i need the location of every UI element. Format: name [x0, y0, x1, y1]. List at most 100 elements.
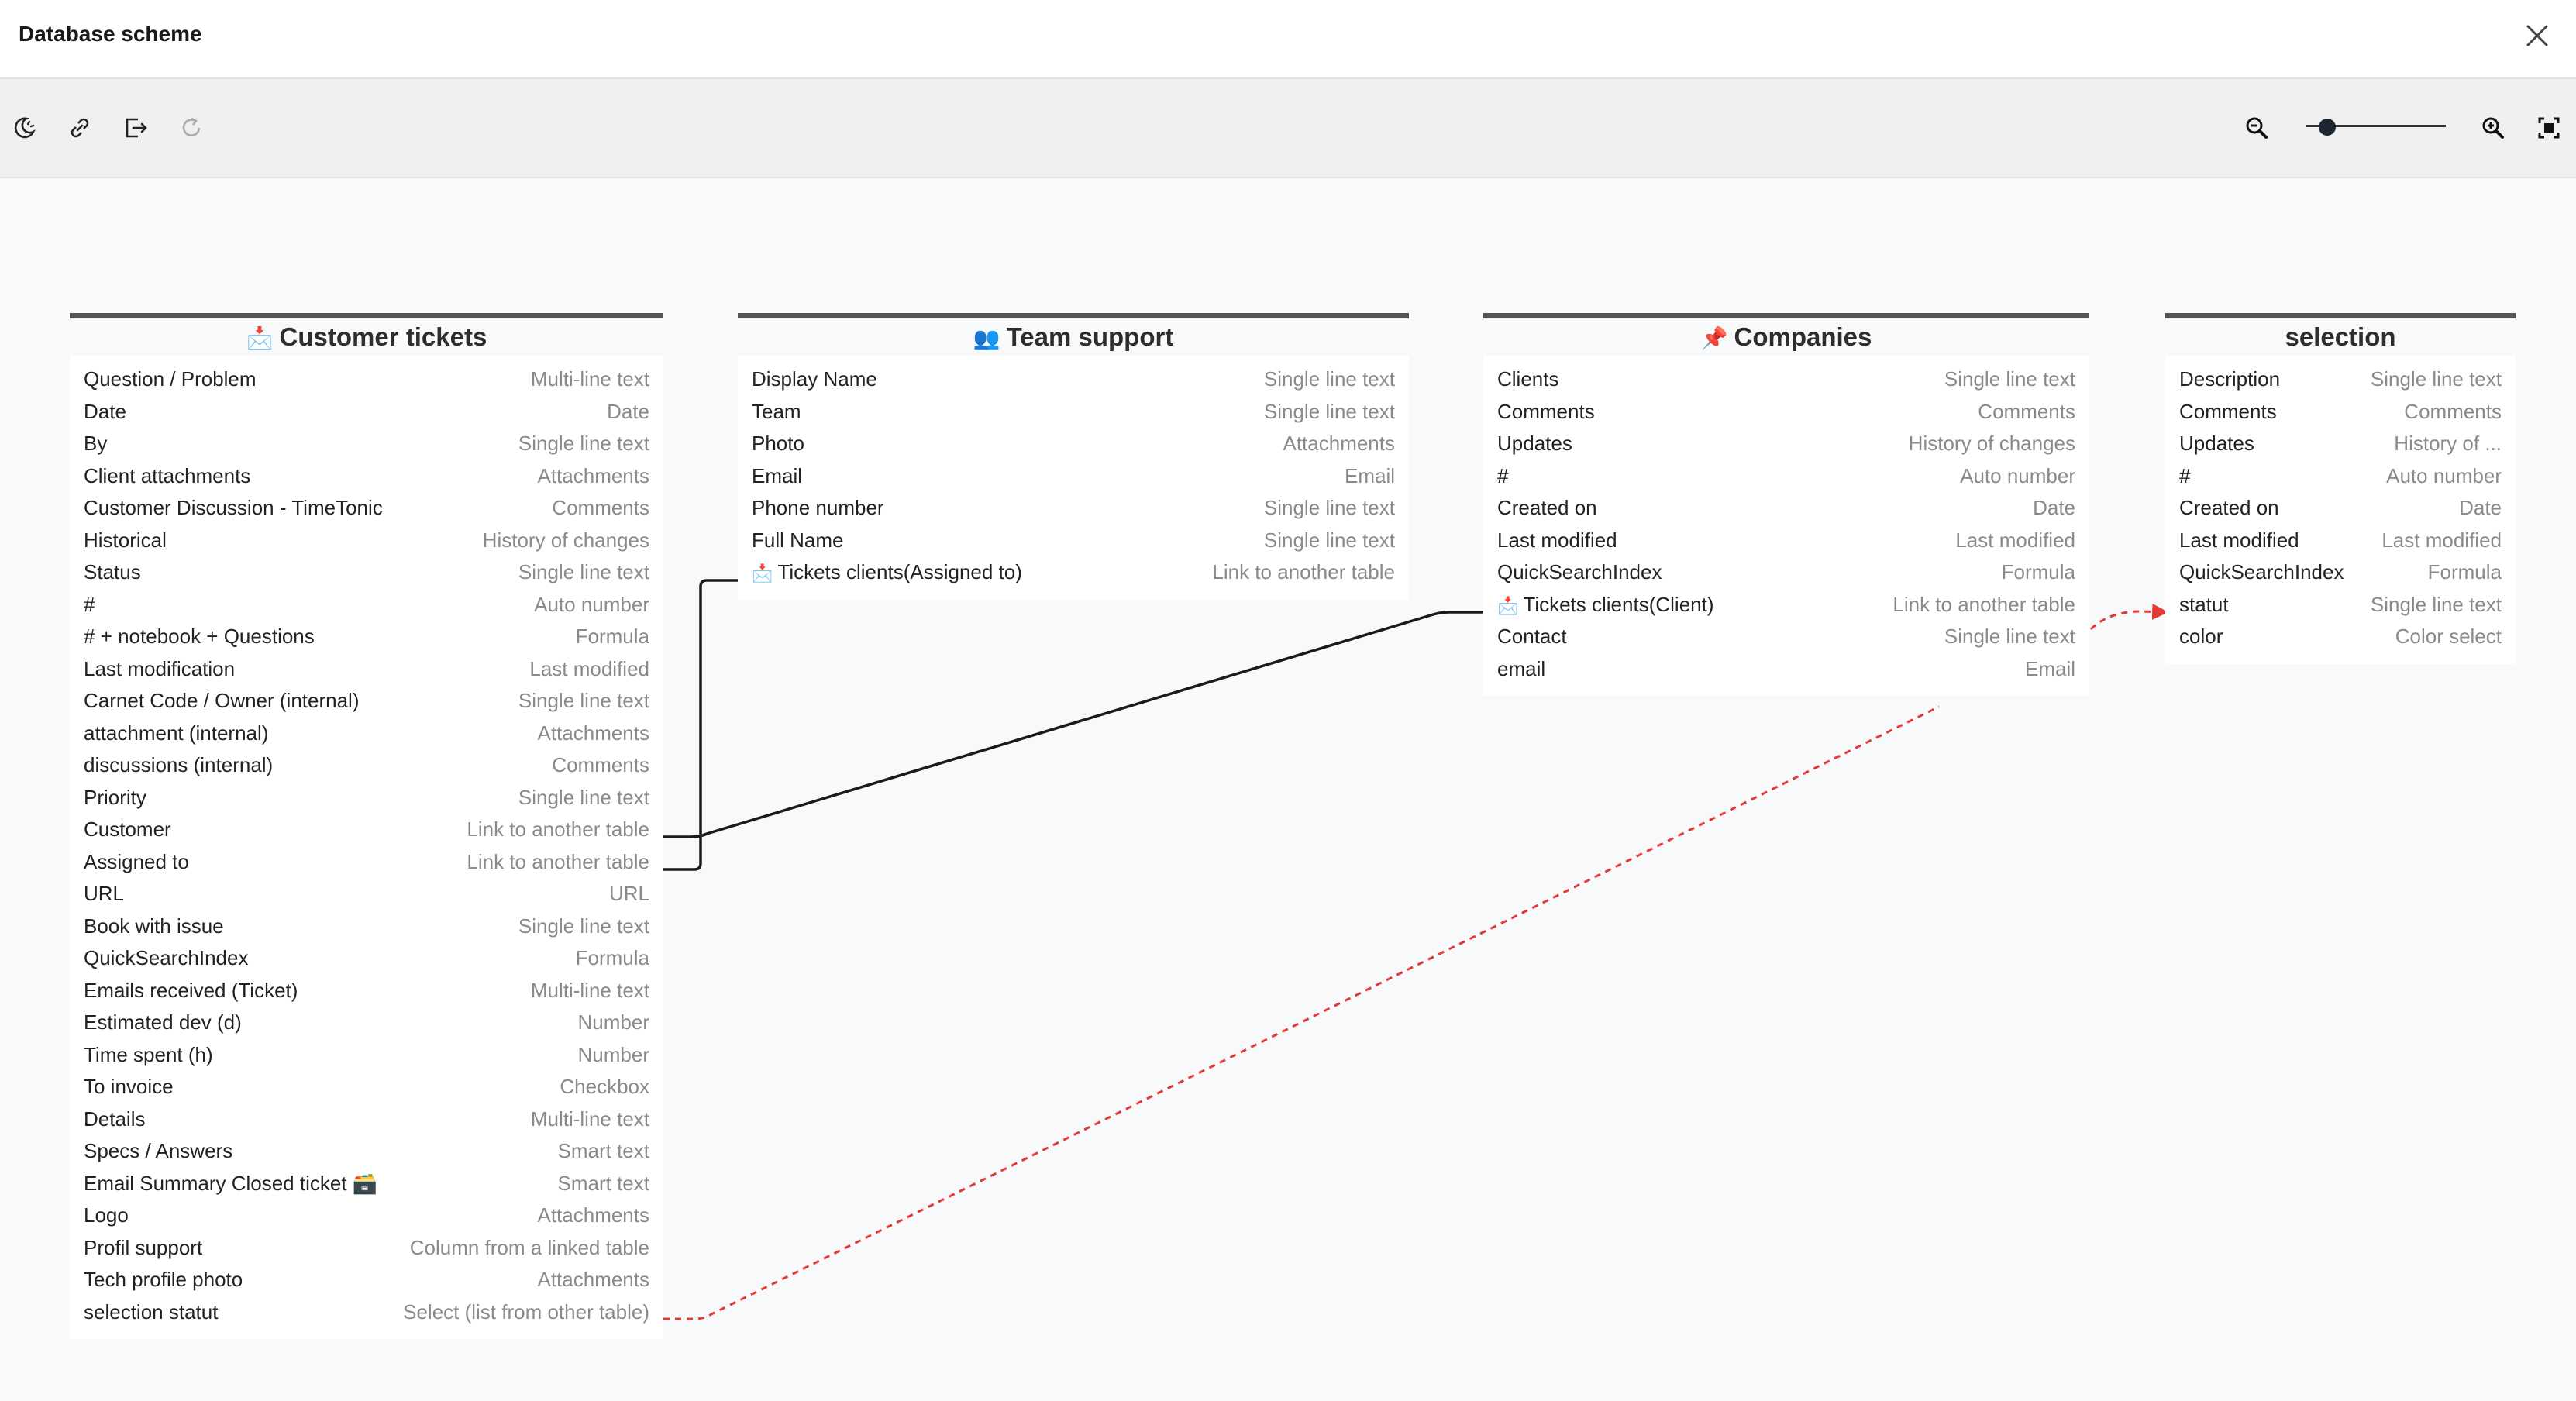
field-row[interactable]: Carnet Code / Owner (internal) Single lin… [84, 685, 649, 718]
field-type: Last modified [2381, 528, 2502, 552]
field-row[interactable]: Assigned to Link to another table [84, 846, 649, 879]
close-icon[interactable] [2522, 20, 2553, 51]
field-row[interactable]: Emails received (Ticket) Multi-line text [84, 975, 649, 1007]
field-name: # [1497, 464, 1508, 488]
field-row[interactable]: Book with issue Single line text [84, 910, 649, 943]
refresh-icon[interactable] [178, 115, 205, 141]
field-row[interactable]: Client attachments Attachments [84, 460, 649, 493]
table-card-selection[interactable]: selection Description Single line text Com… [2165, 313, 2516, 664]
zoom-in-icon[interactable] [2480, 115, 2506, 141]
field-row[interactable]: 📩 Tickets clients(Client) Link to another … [1497, 589, 2075, 621]
table-title: Team support [1006, 322, 1174, 351]
zoom-slider-track[interactable] [2306, 125, 2446, 127]
field-type: Email [1344, 463, 1395, 487]
table-card-team-support[interactable]: 👥 Team support Display Name Single line te… [738, 313, 1409, 600]
field-row[interactable]: selection statut Select (list from other … [84, 1296, 649, 1329]
field-row[interactable]: Updates History of changes [1497, 428, 2075, 460]
field-row[interactable]: Full Name Single line text [752, 525, 1395, 557]
zoom-out-icon[interactable] [2244, 115, 2270, 141]
pushpin-icon: 📌 [1700, 326, 1728, 350]
field-row[interactable]: Updates History of ... [2179, 428, 2502, 460]
zoom-slider-handle[interactable] [2319, 119, 2336, 136]
moon-sun-icon[interactable] [11, 115, 37, 141]
field-row[interactable]: Contact Single line text [1497, 621, 2075, 653]
link-icon[interactable] [67, 115, 93, 141]
field-row[interactable]: Time spent (h) Number [84, 1039, 649, 1072]
field-name-text: # [2179, 463, 2191, 487]
field-row[interactable]: Priority Single line text [84, 782, 649, 814]
field-row[interactable]: Status Single line text [84, 556, 649, 589]
field-row[interactable]: QuickSearchIndex Formula [2179, 556, 2502, 589]
field-row[interactable]: # Auto number [1497, 460, 2075, 493]
table-header: selection [2165, 318, 2516, 356]
field-row[interactable]: Date Date [84, 396, 649, 429]
field-row[interactable]: Last modified Last modified [2179, 525, 2502, 557]
field-name: Email [752, 464, 802, 488]
field-type: Single line text [518, 560, 649, 584]
field-row[interactable]: By Single line text [84, 428, 649, 460]
field-name-text: Customer [84, 818, 171, 842]
field-row[interactable]: Comments Comments [2179, 396, 2502, 429]
field-row[interactable]: attachment (internal) Attachments [84, 718, 649, 750]
field-row[interactable]: To invoice Checkbox [84, 1071, 649, 1103]
field-row[interactable]: statut Single line text [2179, 589, 2502, 621]
field-name: Created on [2179, 496, 2279, 520]
field-type: Single line text [518, 689, 649, 713]
field-row[interactable]: Logo Attachments [84, 1200, 649, 1232]
table-card-customer-tickets[interactable]: 📩 Customer tickets Question / Problem Mult… [70, 313, 663, 1339]
field-name: 📩 Tickets clients(Client) [1497, 593, 1714, 617]
field-name: Contact [1497, 625, 1567, 649]
field-row[interactable]: Clients Single line text [1497, 363, 2075, 396]
field-row[interactable]: Customer Link to another table [84, 814, 649, 846]
field-row[interactable]: Specs / Answers Smart text [84, 1135, 649, 1168]
field-list: Question / Problem Multi-line text Date Dat… [70, 356, 663, 1339]
field-row[interactable]: Estimated dev (d) Number [84, 1007, 649, 1039]
field-row[interactable]: QuickSearchIndex Formula [1497, 556, 2075, 589]
field-name-text: email [1497, 656, 1546, 680]
field-row[interactable]: Question / Problem Multi-line text [84, 363, 649, 396]
field-row[interactable]: Display Name Single line text [752, 363, 1395, 396]
field-type: Email [2024, 656, 2075, 680]
field-name-text: Assigned to [84, 849, 189, 873]
field-row[interactable]: Last modified Last modified [1497, 525, 2075, 557]
field-row[interactable]: Created on Date [1497, 492, 2075, 525]
field-type: Attachments [537, 721, 649, 745]
field-row[interactable]: URL URL [84, 878, 649, 910]
field-row[interactable]: Description Single line text [2179, 363, 2502, 396]
field-row[interactable]: Comments Comments [1497, 396, 2075, 429]
field-name: URL [84, 882, 124, 906]
field-row[interactable]: Historical History of changes [84, 525, 649, 557]
field-type: Smart text [557, 1139, 649, 1163]
field-name-text: Estimated dev (d) [84, 1010, 242, 1034]
field-row[interactable]: # Auto number [2179, 460, 2502, 493]
field-row[interactable]: Details Multi-line text [84, 1103, 649, 1136]
field-name: Phone number [752, 496, 884, 520]
field-row[interactable]: discussions (internal) Comments [84, 749, 649, 782]
field-row[interactable]: Email Email [752, 460, 1395, 493]
field-row[interactable]: Photo Attachments [752, 428, 1395, 460]
field-row[interactable]: Team Single line text [752, 396, 1395, 429]
field-type: Comments [552, 753, 649, 777]
field-row[interactable]: Customer Discussion - TimeTonic Comments [84, 492, 649, 525]
field-row[interactable]: Email Summary Closed ticket 🗃️ Smart text [84, 1168, 649, 1200]
field-name: Details [84, 1107, 145, 1131]
field-row[interactable]: Created on Date [2179, 492, 2502, 525]
fit-screen-icon[interactable] [2536, 115, 2562, 141]
export-icon[interactable] [122, 115, 149, 141]
field-row[interactable]: # + notebook + Questions Formula [84, 621, 649, 653]
field-row[interactable]: Phone number Single line text [752, 492, 1395, 525]
field-name-text: # + notebook + Questions [84, 625, 315, 649]
field-type: Link to another table [467, 818, 649, 842]
field-row[interactable]: color Color select [2179, 621, 2502, 653]
field-row[interactable]: # Auto number [84, 589, 649, 621]
field-name-text: Profil support [84, 1235, 203, 1259]
field-row[interactable]: email Email [1497, 653, 2075, 686]
table-card-companies[interactable]: 📌 Companies Clients Single line text Commen… [1483, 313, 2089, 696]
field-row[interactable]: Tech profile photo Attachments [84, 1264, 649, 1296]
field-row[interactable]: 📩 Tickets clients(Assigned to) Link to ano… [752, 556, 1395, 589]
field-row[interactable]: QuickSearchIndex Formula [84, 942, 649, 975]
field-name: Full Name [752, 528, 843, 552]
field-row[interactable]: Last modification Last modified [84, 653, 649, 686]
table-title: selection [2285, 322, 2396, 351]
field-row[interactable]: Profil support Column from a linked table [84, 1232, 649, 1265]
